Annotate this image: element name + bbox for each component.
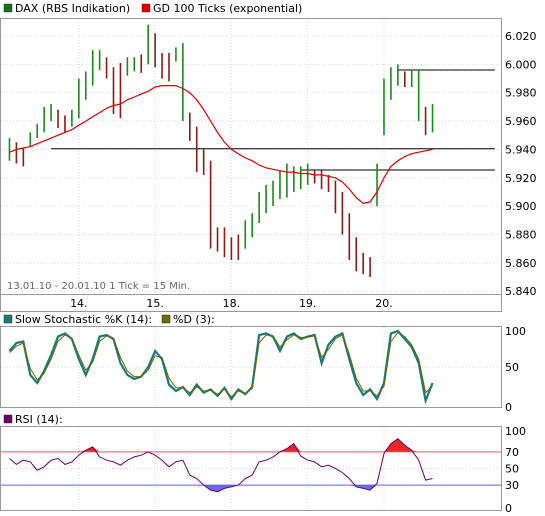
rsi-y-tick-label: 30 <box>505 479 519 492</box>
x-axis-strip <box>0 294 502 312</box>
rsi-y-tick-label: 100 <box>505 425 526 438</box>
rsi-y-tick-label: 70 <box>505 446 519 459</box>
rsi-y-tick-label: 50 <box>505 463 519 476</box>
legend-label-stoch-d: %D (3): <box>173 313 215 326</box>
stochastic-legend: Slow Stochastic %K (14): %D (3): <box>3 313 215 326</box>
price-y-tick-label: 6.020 <box>505 30 537 43</box>
legend-swatch-stoch-k <box>3 314 13 324</box>
legend-swatch-rsi <box>3 414 13 424</box>
price-y-tick-label: 5.840 <box>505 285 537 298</box>
rsi-y-tick-label: 0 <box>505 502 512 515</box>
rsi-overbought-area <box>9 438 433 452</box>
stochastic-marks <box>8 329 434 405</box>
rsi-line <box>9 437 433 493</box>
rsi-legend: RSI (14): <box>3 413 63 426</box>
price-y-tick-label: 5.860 <box>505 257 537 270</box>
period-annotation: 13.01.10 - 20.01.10 1 Tick = 15 Min. <box>7 281 190 292</box>
stoch-y-tick-label: 50 <box>505 361 519 374</box>
price-panel-frame <box>0 18 502 295</box>
legend-swatch-stoch-d <box>161 314 171 324</box>
x-tick-label: 19. <box>299 297 317 310</box>
rsi-marks <box>1 437 501 493</box>
price-y-tick-label: 5.940 <box>505 143 537 156</box>
price-legend: DAX (RBS Indikation) GD 100 Ticks (expon… <box>3 2 302 15</box>
x-tick-label: 20. <box>375 297 393 310</box>
rsi-oversold-area <box>9 485 433 492</box>
price-marks <box>8 24 495 277</box>
price-y-tick-label: 5.980 <box>505 87 537 100</box>
stoch-y-tick-label: 0 <box>505 401 512 414</box>
x-tick-label: 14. <box>70 297 88 310</box>
x-tick-label: 15. <box>146 297 164 310</box>
legend-swatch-ema <box>141 3 151 13</box>
x-tick-label: 18. <box>223 297 241 310</box>
legend-label-rsi: RSI (14): <box>15 413 63 426</box>
stoch-y-tick-label: 100 <box>505 325 526 338</box>
price-y-tick-label: 5.900 <box>505 200 537 213</box>
price-y-tick-label: 6.000 <box>505 58 537 71</box>
price-y-tick-label: 5.920 <box>505 172 537 185</box>
ema-line <box>9 85 433 204</box>
price-y-tick-label: 5.960 <box>505 115 537 128</box>
legend-swatch-dax <box>3 3 13 13</box>
legend-label-dax: DAX (RBS Indikation) <box>15 2 130 15</box>
price-y-tick-label: 5.880 <box>505 228 537 241</box>
legend-label-stoch-k: Slow Stochastic %K (14): <box>15 313 152 326</box>
axis-labels: 6.020 6.000 5.980 5.960 5.940 5.920 5.900 5.880… <box>70 30 536 515</box>
stoch-series-line <box>9 331 433 398</box>
legend-label-ema: GD 100 Ticks (exponential) <box>153 2 302 15</box>
